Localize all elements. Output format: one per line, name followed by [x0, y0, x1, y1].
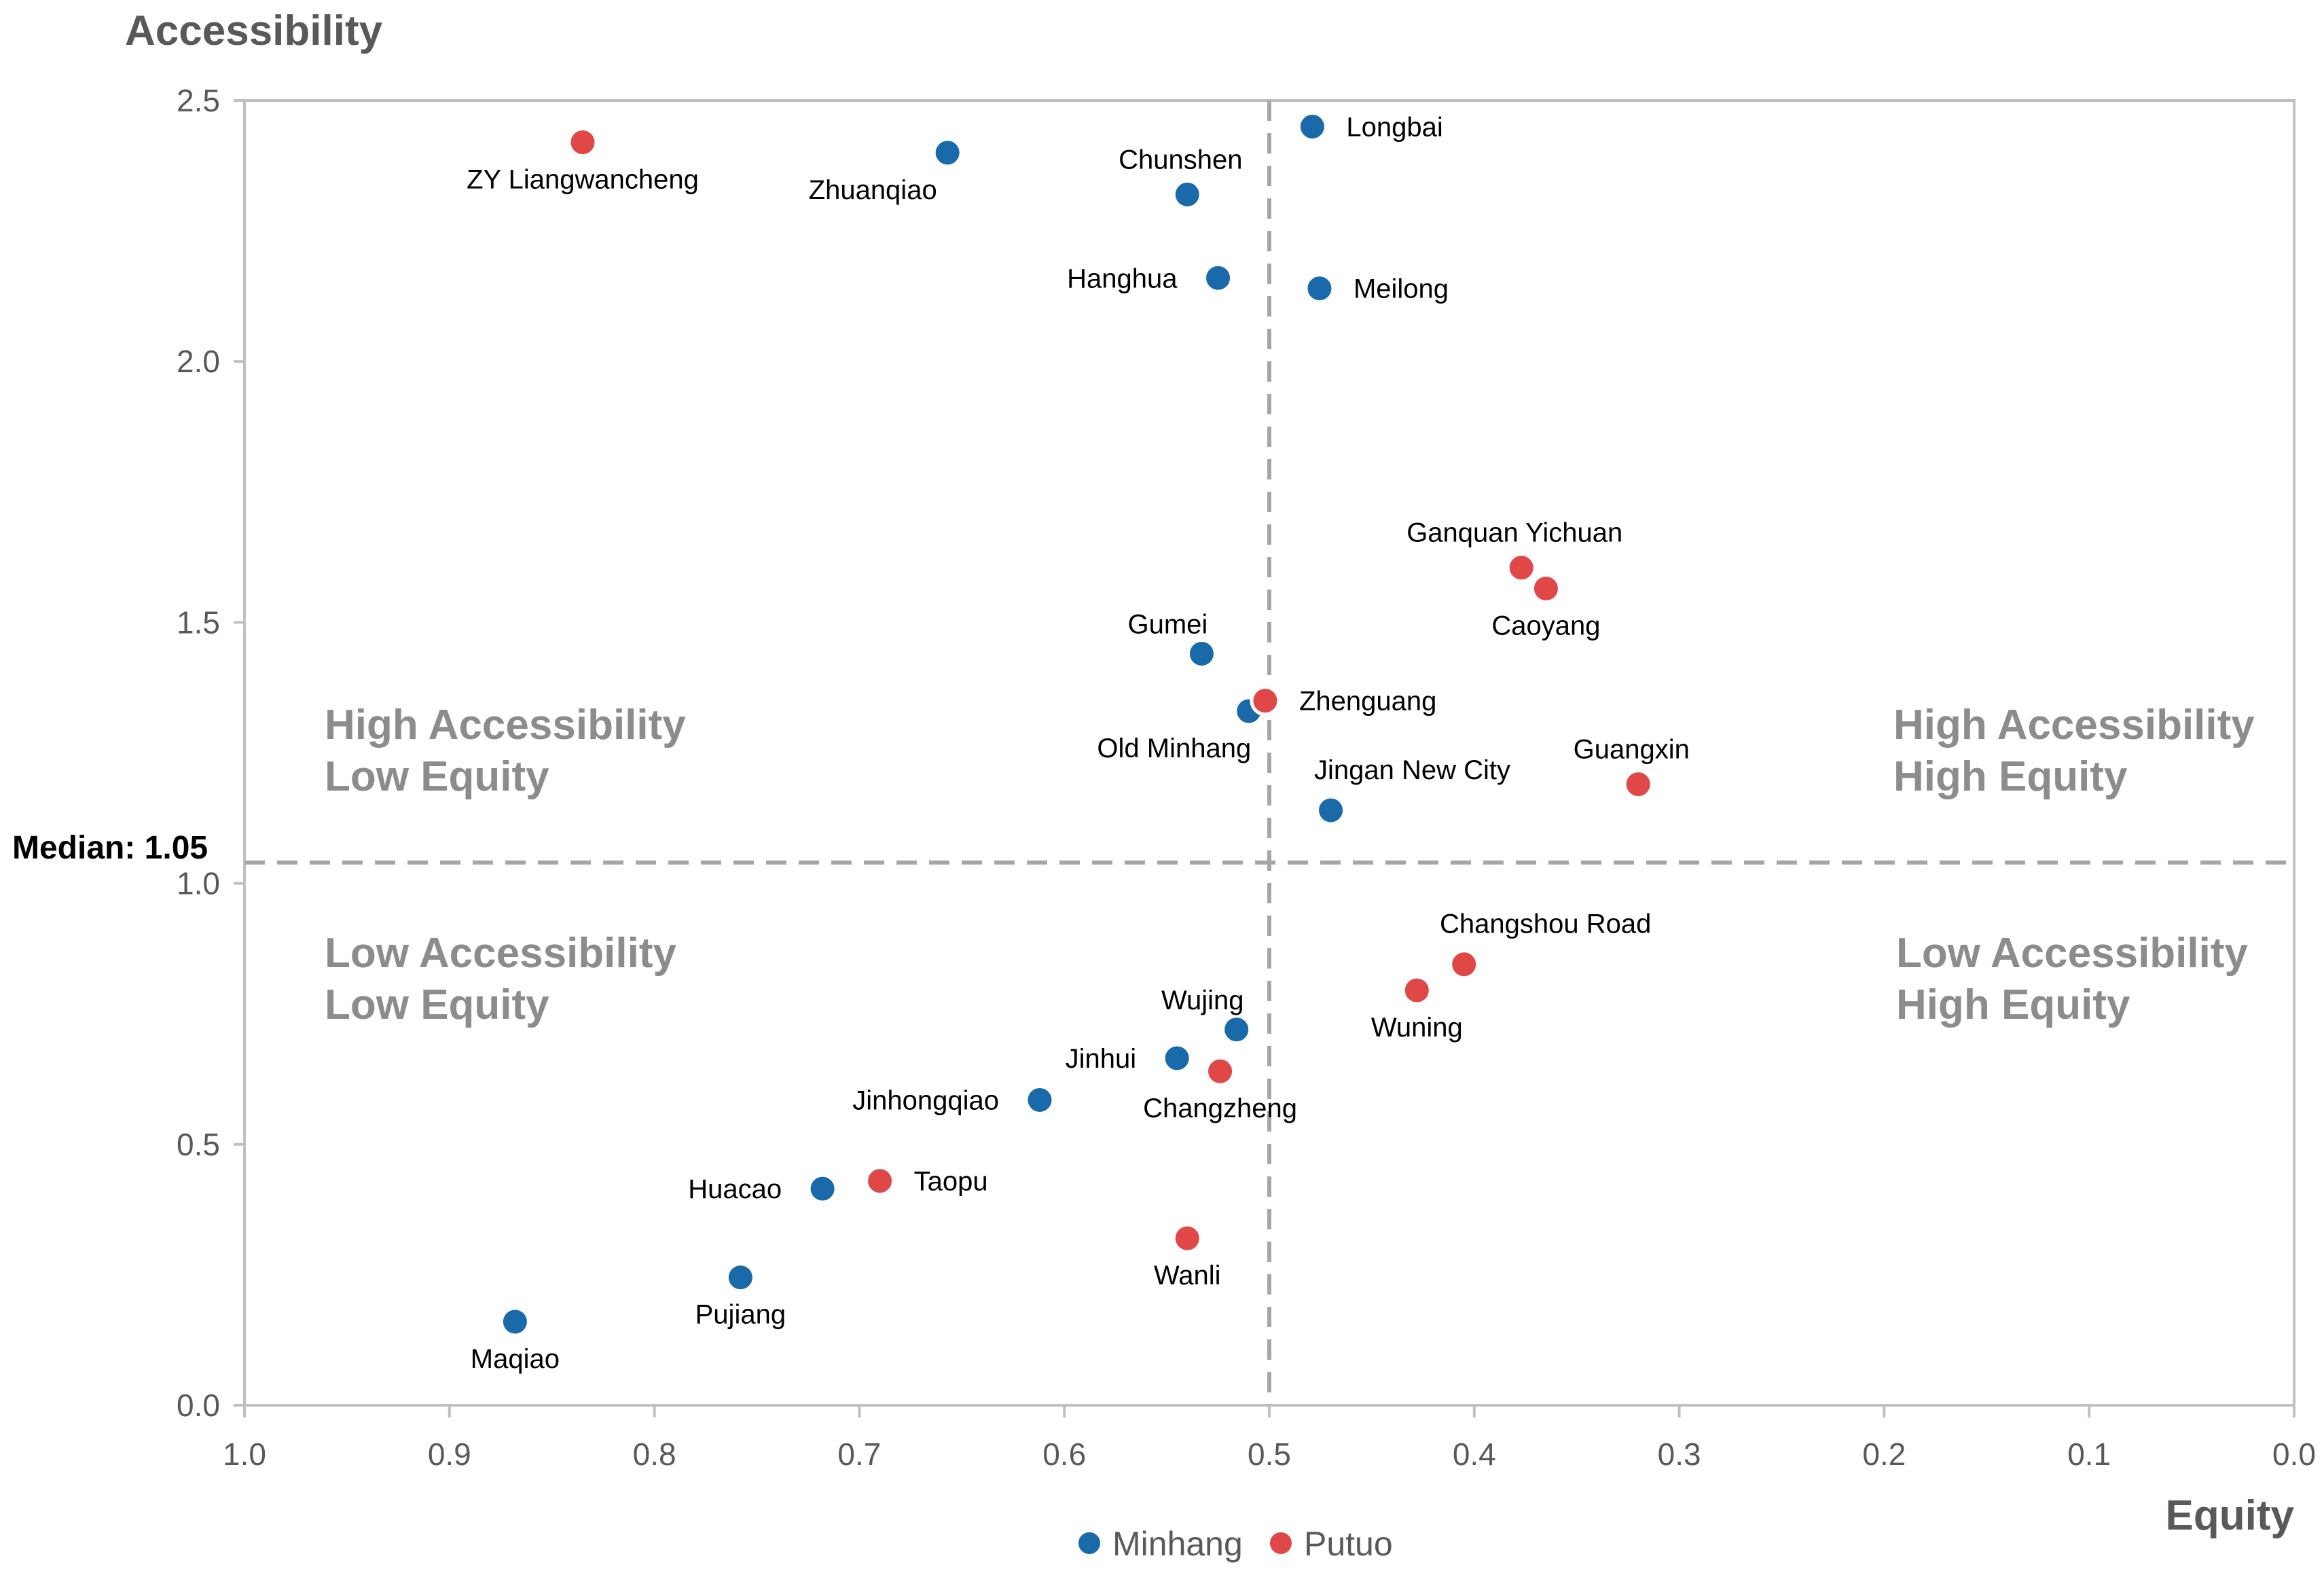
point-label: Old Minhang [1097, 734, 1251, 763]
quadrant-top-left: High Accessibility Low Equity [325, 702, 686, 800]
point-label: Pujiang [695, 1300, 786, 1330]
point-jingan-new-city [1315, 795, 1347, 826]
point-wuning [1401, 975, 1432, 1006]
quadrant-label-line2: High Equity [1896, 981, 2130, 1028]
quadrant-top-right: High Accessibility High Equity [1893, 702, 2255, 800]
point-label: Meilong [1354, 274, 1449, 304]
point-zy-liangwancheng [567, 126, 598, 158]
legend-item-minhang: Minhang [1076, 1525, 1243, 1563]
point-gumei [1186, 638, 1217, 670]
point-label: Wuning [1371, 1013, 1463, 1043]
point-label: Ganquan Yichuan [1406, 518, 1622, 548]
legend-label-minhang: Minhang [1112, 1525, 1243, 1563]
legend-swatch-putuo [1267, 1530, 1294, 1557]
x-tick-label: 0.4 [1453, 1437, 1496, 1472]
x-tick-label: 0.3 [1658, 1437, 1701, 1472]
y-tick-label: 0.5 [177, 1127, 220, 1162]
point-label: Caoyang [1491, 611, 1600, 640]
point-label: Taopu [914, 1167, 988, 1197]
point-guangxin [1622, 769, 1654, 800]
point-label: Jinhongqiao [852, 1085, 999, 1115]
x-tick-label: 1.0 [223, 1437, 266, 1472]
point-label: Zhenguang [1299, 687, 1436, 717]
x-tick-label: 0.7 [837, 1437, 881, 1472]
point-label: Jingan New City [1314, 755, 1510, 785]
legend-swatch-minhang [1076, 1530, 1103, 1557]
point-chunshen [1172, 179, 1203, 210]
point-wujing [1221, 1014, 1252, 1045]
quadrant-label-line2: High Equity [1893, 753, 2128, 800]
point-wanli [1172, 1223, 1203, 1254]
point-label: ZY Liangwancheng [467, 164, 699, 194]
y-tick-label: 2.5 [177, 83, 220, 118]
point-taopu [865, 1166, 896, 1197]
x-tick-label: 0.0 [2272, 1437, 2316, 1472]
point-jinhongqiao [1024, 1084, 1055, 1115]
median-label: Median: 1.05 [12, 830, 208, 866]
x-tick-label: 0.9 [428, 1437, 471, 1472]
y-tick-label: 1.5 [177, 604, 220, 640]
y-tick-label: 1.0 [177, 866, 220, 901]
quadrant-bottom-left: Low Accessibility Low Equity [325, 930, 676, 1028]
data-points: Longbai Zhuanqiao Chunshen Hanghua Meilong Gu… [467, 111, 1690, 1374]
quadrant-label-line1: Low Accessibility [325, 930, 676, 977]
point-label: Zhuanqiao [809, 175, 937, 205]
point-label: Gumei [1127, 610, 1208, 640]
x-tick-label: 0.2 [1862, 1437, 1906, 1472]
x-tick-label: 0.1 [2067, 1437, 2111, 1472]
point-label: Chunshen [1119, 145, 1242, 175]
y-tick-label: 0.0 [177, 1388, 220, 1423]
point-hanghua [1203, 262, 1234, 293]
quadrant-label-line2: Low Equity [325, 981, 549, 1028]
point-meilong [1304, 273, 1335, 304]
point-label: Longbai [1346, 112, 1442, 142]
quadrant-label-line1: High Accessibility [325, 702, 686, 748]
x-axis-ticks: 1.0 0.9 0.8 0.7 0.6 0.5 0.4 0.3 0.2 0.1 0.0 [223, 1405, 2316, 1472]
point-zhuanqiao [932, 137, 963, 168]
y-axis-title: Accessibility [125, 7, 383, 54]
legend-label-putuo: Putuo [1304, 1525, 1393, 1563]
x-tick-label: 0.8 [633, 1437, 676, 1472]
quadrant-label-line1: High Accessibility [1893, 702, 2255, 748]
y-axis-ticks: 0.0 0.5 1.0 1.5 2.0 2.5 [177, 83, 244, 1423]
point-changshou-road [1449, 949, 1480, 980]
point-label: Huacao [688, 1174, 782, 1204]
legend: Minhang Putuo [1076, 1525, 1393, 1563]
point-caoyang [1530, 573, 1561, 604]
point-label: Jinhui [1066, 1044, 1137, 1074]
point-huacao [807, 1173, 838, 1204]
point-jinhui [1161, 1043, 1193, 1074]
y-tick-label: 2.0 [177, 344, 220, 379]
x-tick-label: 0.6 [1042, 1437, 1086, 1472]
point-label: Changshou Road [1440, 909, 1651, 939]
point-maqiao [499, 1306, 530, 1337]
quadrant-label-line2: Low Equity [325, 753, 549, 800]
point-changzheng [1205, 1055, 1236, 1087]
point-zhenguang [1250, 685, 1281, 717]
x-axis-title: Equity [2166, 1492, 2295, 1539]
x-tick-label: 0.5 [1248, 1437, 1291, 1472]
quadrant-label-line1: Low Accessibility [1896, 930, 2248, 977]
quadrant-bottom-right: Low Accessibility High Equity [1896, 930, 2248, 1028]
point-label: Changzheng [1143, 1094, 1297, 1123]
point-label: Maqiao [471, 1344, 560, 1374]
legend-item-putuo: Putuo [1267, 1525, 1393, 1563]
point-pujiang [725, 1262, 756, 1293]
point-label: Wujing [1161, 986, 1244, 1015]
point-label: Wanli [1154, 1261, 1221, 1290]
point-ganquan-yichuan [1506, 552, 1537, 583]
point-label: Hanghua [1067, 264, 1178, 293]
point-longbai [1296, 111, 1328, 142]
point-label: Guangxin [1574, 735, 1690, 765]
